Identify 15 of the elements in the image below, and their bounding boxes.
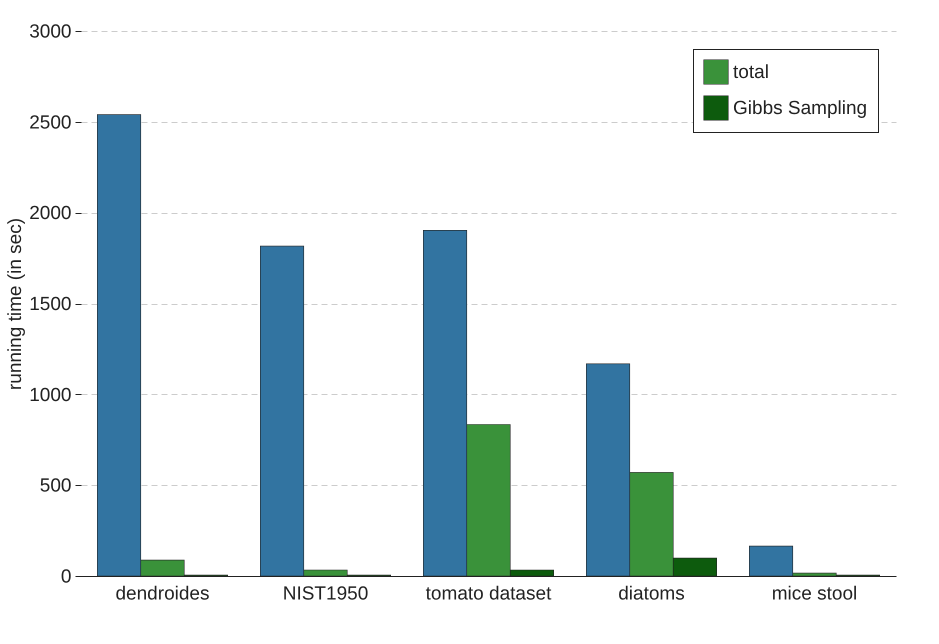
x-tick-label: tomato dataset (426, 584, 552, 604)
y-tick-label: 0 (60, 566, 72, 588)
y-tick-label: 1500 (29, 294, 72, 315)
x-tick-label: diatoms (618, 584, 685, 604)
y-tick-label: 2500 (29, 112, 72, 134)
legend-label: total (733, 62, 769, 83)
y-tick-label: 1000 (29, 384, 72, 406)
y-tick-label: 500 (40, 476, 72, 497)
y-tick-label: 3000 (29, 22, 72, 42)
x-tick-label: NIST1950 (282, 584, 368, 604)
y-tick-label: 2000 (29, 203, 72, 224)
x-tick-label: mice stool (772, 584, 858, 604)
x-tick-label: dendroides (115, 584, 210, 604)
legend-label: Gibbs Sampling (733, 98, 868, 119)
y-axis-title: running time (in sec) (5, 218, 26, 390)
